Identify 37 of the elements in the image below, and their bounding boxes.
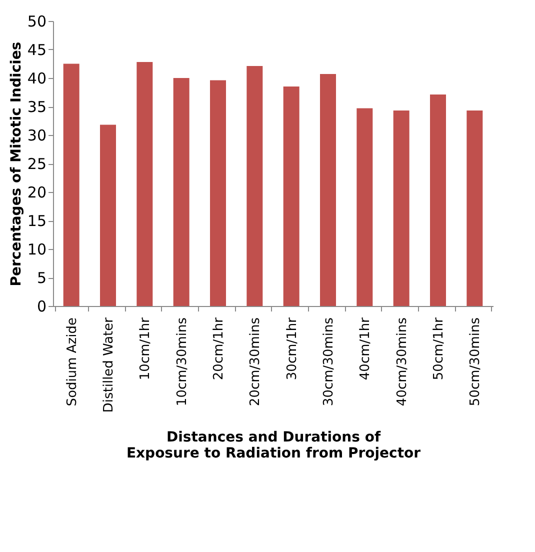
x-tick-label: 40cm/30mins [394, 317, 410, 406]
x-tick-label: 20cm/30mins [248, 317, 264, 406]
y-tick-label: 10 [27, 240, 46, 258]
y-tick-label: 20 [27, 184, 46, 202]
x-tick-label: 10cm/30mins [174, 317, 190, 406]
bar [430, 94, 446, 306]
bar [283, 86, 300, 306]
bar [210, 80, 226, 306]
bar [466, 110, 483, 306]
bar [100, 124, 116, 306]
bar [320, 74, 336, 306]
x-tick-label: 30cm/1hr [284, 316, 300, 380]
bar [173, 78, 190, 306]
y-tick-label: 35 [27, 98, 46, 116]
y-tick-label: 15 [27, 212, 46, 230]
bar [136, 62, 153, 306]
x-tick-label: 50cm/30mins [468, 317, 484, 406]
y-tick-label: 5 [36, 269, 46, 287]
x-tick-label: Sodium Azide [64, 318, 80, 406]
y-axis-title: Percentages of Mitotic Indicies [8, 42, 24, 286]
x-tick-label: 30cm/30mins [322, 317, 336, 406]
x-tick-label: Distilled Water [102, 316, 116, 413]
y-tick-label: 40 [27, 70, 46, 88]
bar [393, 110, 410, 306]
bar [63, 64, 80, 306]
y-tick-label: 50 [27, 12, 46, 30]
bar [356, 108, 373, 306]
y-tick-label: 45 [27, 41, 46, 59]
y-tick-label: 0 [36, 298, 46, 316]
x-tick-label: 20cm/1hr [212, 316, 226, 380]
y-tick-label: 25 [27, 155, 46, 173]
bar [246, 66, 263, 306]
x-axis-title: Distances and Durations of Exposure to Radiation from Projector [126, 430, 421, 462]
x-tick-label: 50cm/1hr [432, 316, 446, 380]
x-tick-label: 10cm/1hr [138, 316, 154, 380]
y-tick-label: 30 [27, 126, 46, 144]
x-tick-label: 40cm/1hr [358, 316, 374, 380]
